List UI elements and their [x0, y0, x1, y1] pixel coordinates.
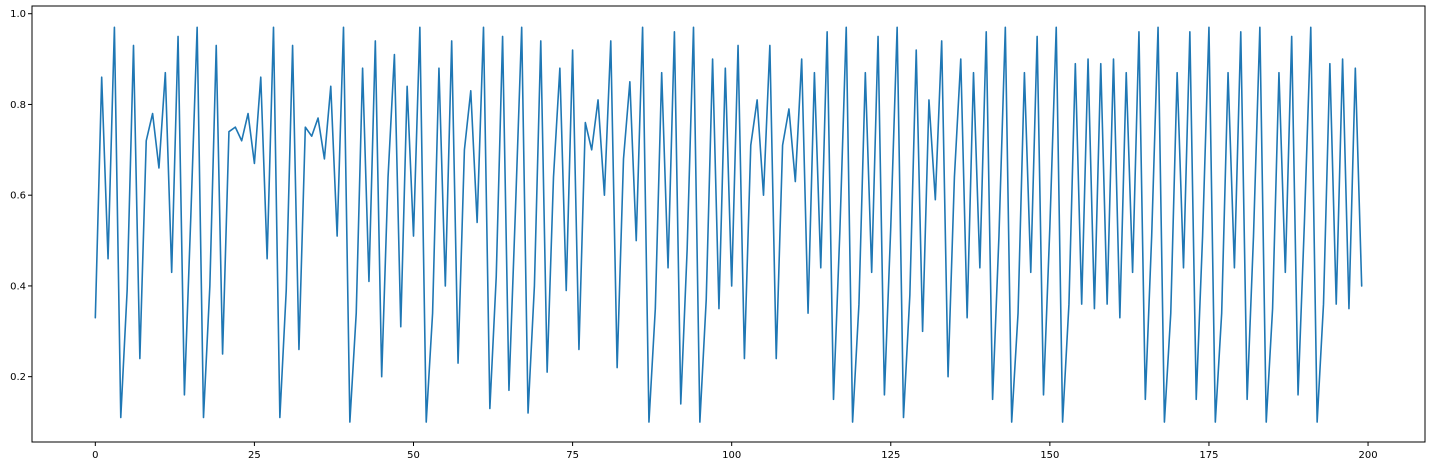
x-tick-label: 175 [1199, 450, 1218, 461]
x-tick-label: 50 [407, 450, 420, 461]
plot-area [94, 26, 1363, 423]
x-tick-label: 25 [248, 450, 261, 461]
y-tick-label: 0.4 [10, 281, 26, 292]
x-axis: 0 25 50 75 100 125 150 175 200 [92, 442, 1378, 461]
x-tick-label: 0 [92, 450, 98, 461]
y-tick-label: 0.6 [10, 191, 26, 202]
y-tick-label: 0.8 [10, 100, 26, 111]
series-line-0 [94, 26, 1363, 423]
axes-frame [31, 5, 1426, 443]
y-axis: 0.2 0.4 0.6 0.8 1.0 [10, 9, 32, 383]
y-tick-label: 1.0 [10, 9, 26, 20]
x-tick-label: 125 [881, 450, 900, 461]
y-tick-label: 0.2 [10, 372, 26, 383]
x-tick-label: 100 [722, 450, 741, 461]
x-tick-label: 75 [566, 450, 579, 461]
x-tick-label: 150 [1040, 450, 1059, 461]
x-tick-label: 200 [1358, 450, 1377, 461]
